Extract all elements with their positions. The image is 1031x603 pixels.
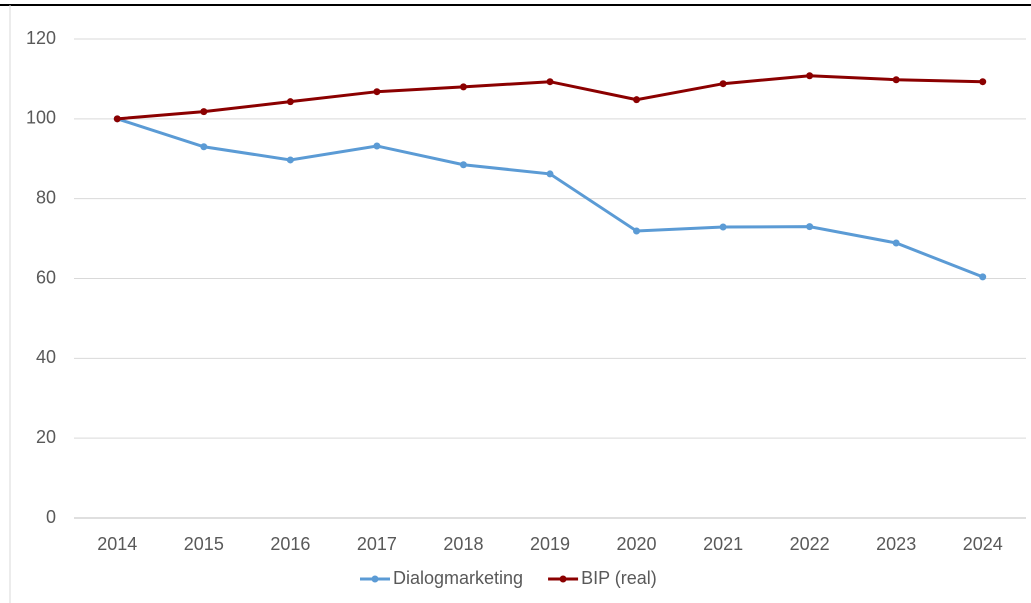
data-point: [200, 108, 208, 116]
data-point: [286, 156, 294, 164]
x-tick-label: 2017: [357, 534, 397, 554]
y-tick-label: 100: [26, 108, 56, 128]
data-point: [373, 142, 381, 150]
data-point: [979, 273, 987, 281]
y-tick-label: 40: [36, 347, 56, 367]
data-point: [892, 239, 900, 247]
x-tick-label: 2014: [97, 534, 137, 554]
data-point: [546, 78, 554, 86]
y-tick-label: 80: [36, 187, 56, 207]
x-tick-label: 2016: [270, 534, 310, 554]
legend-label: Dialogmarketing: [393, 568, 523, 588]
data-point: [459, 83, 467, 91]
data-point: [719, 80, 727, 88]
data-point: [719, 223, 727, 231]
data-point: [113, 115, 121, 123]
data-point: [459, 161, 467, 169]
x-tick-label: 2018: [443, 534, 483, 554]
data-point: [806, 223, 814, 231]
data-point: [979, 78, 987, 86]
y-tick-label: 20: [36, 427, 56, 447]
y-tick-label: 60: [36, 267, 56, 287]
x-tick-label: 2023: [876, 534, 916, 554]
data-point: [633, 96, 641, 104]
x-tick-label: 2020: [617, 534, 657, 554]
data-point: [806, 72, 814, 80]
data-point: [546, 170, 554, 178]
x-tick-label: 2024: [963, 534, 1003, 554]
data-point: [892, 76, 900, 84]
x-tick-label: 2022: [790, 534, 830, 554]
legend-label: BIP (real): [581, 568, 657, 588]
legend-marker: [559, 575, 567, 583]
x-tick-label: 2019: [530, 534, 570, 554]
data-point: [373, 88, 381, 96]
x-tick-label: 2015: [184, 534, 224, 554]
legend-marker: [371, 575, 379, 583]
data-point: [286, 98, 294, 106]
y-tick-label: 0: [46, 507, 56, 527]
y-tick-label: 120: [26, 28, 56, 48]
x-tick-label: 2021: [703, 534, 743, 554]
data-point: [633, 227, 641, 235]
series-line: [116, 117, 984, 279]
data-point: [200, 143, 208, 151]
